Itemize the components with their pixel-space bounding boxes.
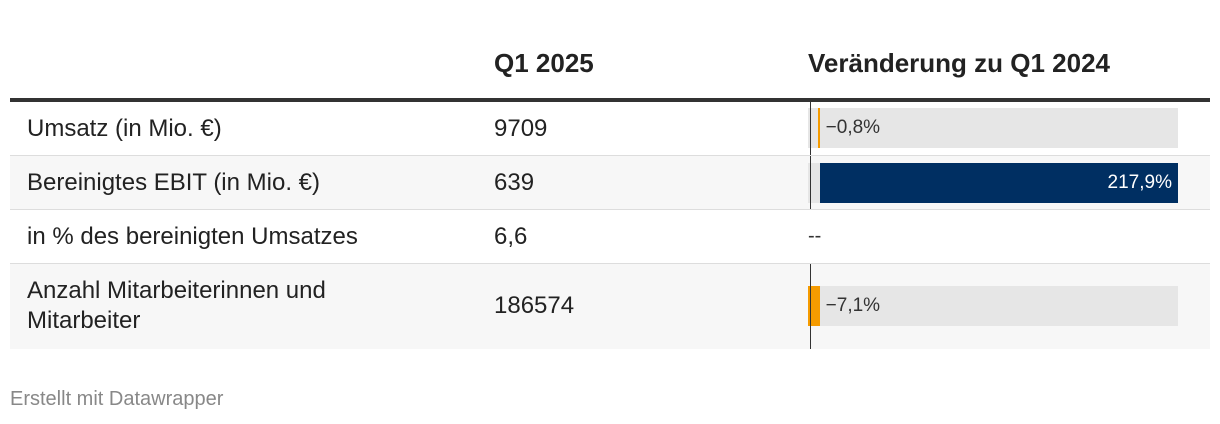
bar-label: −7,1%: [825, 295, 881, 316]
row-label: Umsatz (in Mio. €): [27, 115, 222, 142]
bar-track: [808, 108, 1178, 148]
row-label: Anzahl Mitarbeiterinnen und Mitarbeiter: [27, 277, 326, 334]
bar-fill: [819, 163, 1178, 203]
zero-axis-line: [810, 102, 811, 155]
row-label: Bereinigtes EBIT (in Mio. €): [27, 169, 321, 196]
no-change-dash: --: [808, 225, 822, 247]
row-value: 186574: [494, 292, 575, 319]
bar-track: [808, 286, 1178, 326]
bar-label: −0,8%: [825, 117, 881, 138]
table-row: Bereinigtes EBIT (in Mio. €) 639 217,9%: [10, 156, 1210, 210]
bar-fill: [808, 286, 820, 326]
zero-axis-line: [810, 156, 811, 209]
change-bar: 217,9%: [808, 163, 1178, 203]
bar-fill: [817, 108, 820, 148]
footer-credit: Erstellt mit Datawrapper: [10, 388, 224, 410]
row-value: 6,6: [494, 223, 528, 250]
column-header-change: Veränderung zu Q1 2024: [808, 48, 1111, 78]
table-header: Q1 2025 Veränderung zu Q1 2024: [10, 0, 1210, 102]
table-row: Anzahl Mitarbeiterinnen und Mitarbeiter …: [10, 264, 1210, 349]
table-row: Umsatz (in Mio. €) 9709 −0,8%: [10, 102, 1210, 156]
row-value: 9709: [494, 115, 548, 142]
change-bar: −0,8%: [808, 108, 1178, 148]
change-bar: −7,1%: [808, 286, 1178, 326]
table-row: in % des bereinigten Umsatzes 6,6 --: [10, 210, 1210, 264]
row-value: 639: [494, 169, 535, 196]
column-header-q1-2025: Q1 2025: [494, 48, 594, 78]
zero-axis-line: [810, 264, 811, 349]
row-label: in % des bereinigten Umsatzes: [27, 223, 358, 250]
data-table: Q1 2025 Veränderung zu Q1 2024 Umsatz (i…: [10, 0, 1210, 349]
bar-label: 217,9%: [1107, 172, 1172, 193]
